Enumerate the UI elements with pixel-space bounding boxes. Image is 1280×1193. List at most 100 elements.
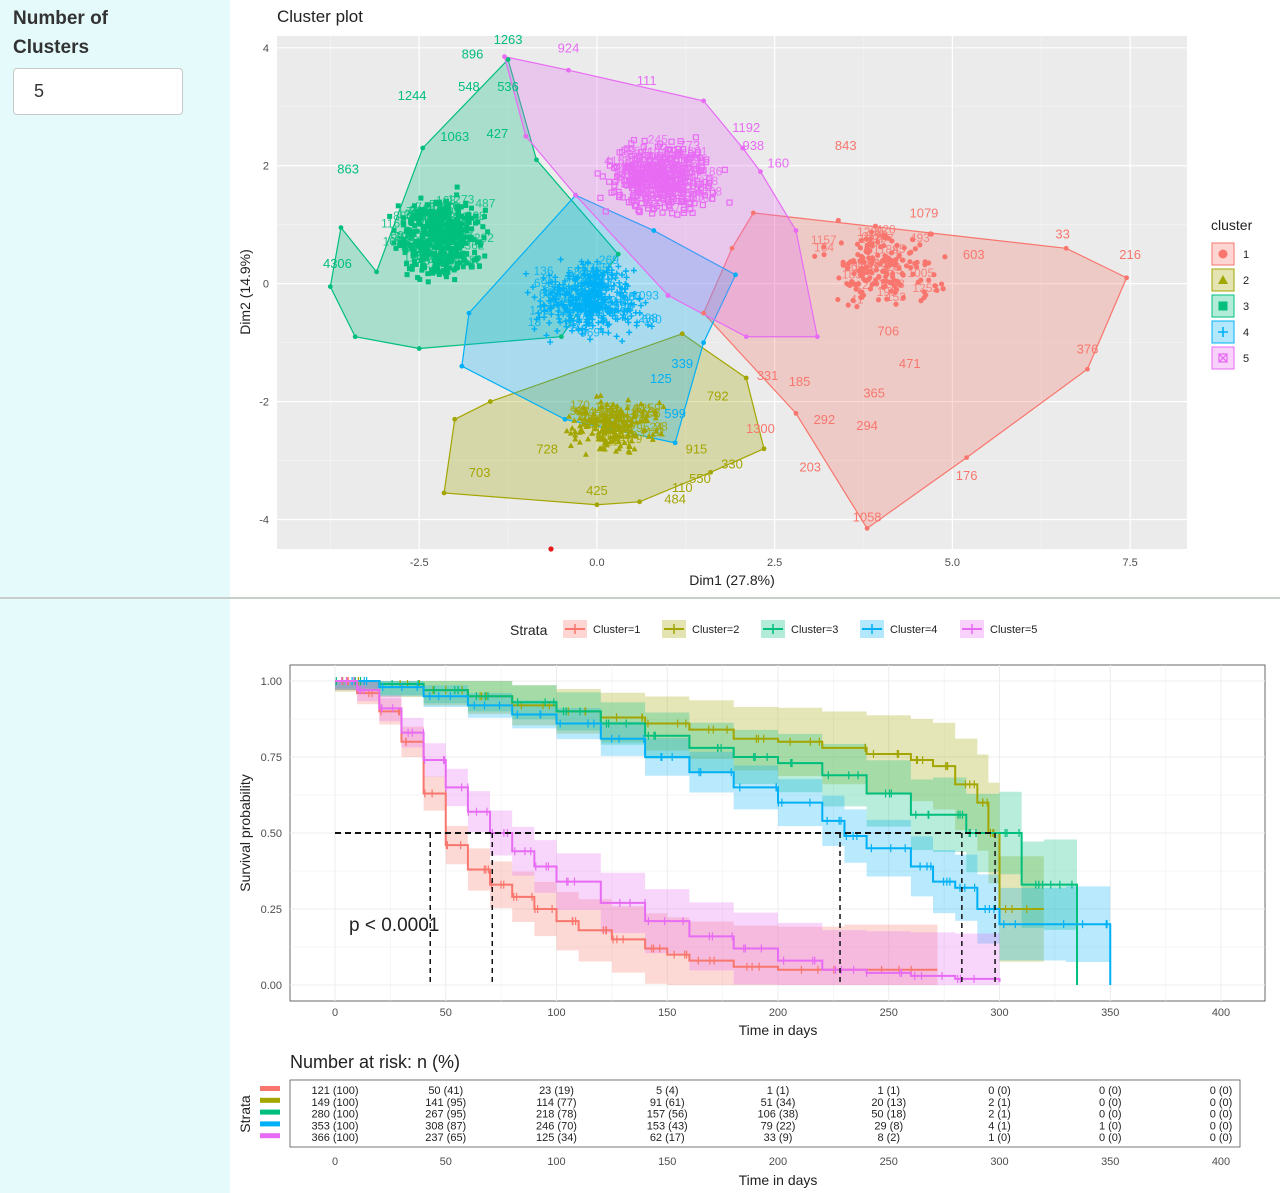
cluster-point [478,242,484,248]
cluster-point [540,286,547,293]
cluster-point [900,295,906,301]
cluster-point [576,439,583,445]
cluster-point [592,425,599,432]
cluster-point [851,259,857,265]
cluster-point [562,416,568,422]
cluster-point [594,258,601,265]
cluster-point [909,236,916,243]
cluster-point [427,242,433,248]
cluster-point [540,274,547,281]
x-tick-label: 150 [658,1007,676,1019]
cluster-point [412,223,418,229]
cluster-point [438,224,444,230]
cluster-point [864,525,870,531]
cluster-point [418,258,424,264]
cluster-point [633,432,640,439]
cluster-point [624,432,631,438]
cluster-point [917,242,923,248]
clusters-number-input[interactable] [13,68,183,115]
cluster-point [443,211,449,217]
cluster-point [606,293,613,300]
risk-table-strata-key-5 [260,1133,280,1139]
cluster-point [942,254,948,260]
cluster-point [422,250,428,256]
cluster-point [465,218,471,224]
cluster-point [437,199,443,205]
strata-legend-label: Cluster=4 [890,624,937,636]
cluster-point [374,269,379,275]
cluster-point [473,213,479,219]
cluster-point [571,417,578,423]
cluster-point [416,238,422,244]
cluster-point [865,269,871,275]
cluster-point [588,293,595,300]
cluster-point [565,272,572,279]
cluster-point [579,330,586,337]
cluster-point [938,281,945,287]
cluster-point [709,189,716,196]
cluster-point [597,302,604,309]
cluster-point [435,255,441,261]
cluster-point [585,435,592,442]
cluster-point [884,296,890,302]
cluster-point [446,210,452,216]
cluster-point [590,410,597,417]
x-tick-label: 350 [1101,1007,1119,1019]
cluster-point [894,242,900,248]
risk-table-cell: 149 (100) [311,1097,358,1109]
cluster-point [589,322,596,329]
cluster-point [632,309,639,316]
cluster-point [740,145,746,151]
cluster-point [575,311,582,318]
cluster-point [424,239,430,245]
section-divider [0,597,1280,599]
cluster-point [415,275,421,281]
cluster-point [446,216,452,222]
cluster-point [932,283,938,289]
cluster-point [594,502,600,508]
cluster-point [681,157,688,164]
cluster-point [591,272,598,279]
cluster-point [614,289,621,296]
cluster-point [458,204,464,210]
cluster-point [563,427,570,434]
y-tick-label: 0.50 [261,828,282,840]
cluster-point [405,231,411,237]
cluster-point [569,299,576,306]
strata-legend-label: Cluster=1 [593,624,640,636]
cluster-point [555,307,562,314]
cluster-point [454,264,460,270]
risk-table-cell: 308 (87) [425,1120,466,1132]
cluster-point [443,271,449,277]
cluster-point [452,416,458,422]
cluster-point [854,241,861,247]
cluster-point [443,258,449,264]
cluster-point [445,227,451,233]
cluster-point [687,199,694,206]
cluster-point [761,446,767,452]
cluster-point [429,267,435,273]
risk-table-x-tick: 50 [440,1156,452,1168]
cluster-point [557,286,564,293]
cluster-point [622,422,629,429]
cluster-point [750,210,756,216]
cluster-point [584,310,591,317]
cluster-point [621,418,628,425]
cluster-point [434,263,440,269]
cluster-point [546,272,553,279]
cluster-point [419,263,425,269]
cluster-point [577,422,584,429]
cluster-point [743,334,749,340]
cluster-point [581,293,588,300]
cluster-point [427,208,433,214]
cluster-point [595,319,602,326]
risk-table-x-tick: 200 [769,1156,787,1168]
cluster-point [889,238,895,244]
cluster-point [443,198,449,204]
cluster-point [543,332,550,339]
cluster-point [471,236,477,242]
cluster-point [572,432,579,438]
cluster-point [401,240,407,246]
survival-ylabel: Survival probability [237,774,253,892]
cluster-point [656,399,663,406]
